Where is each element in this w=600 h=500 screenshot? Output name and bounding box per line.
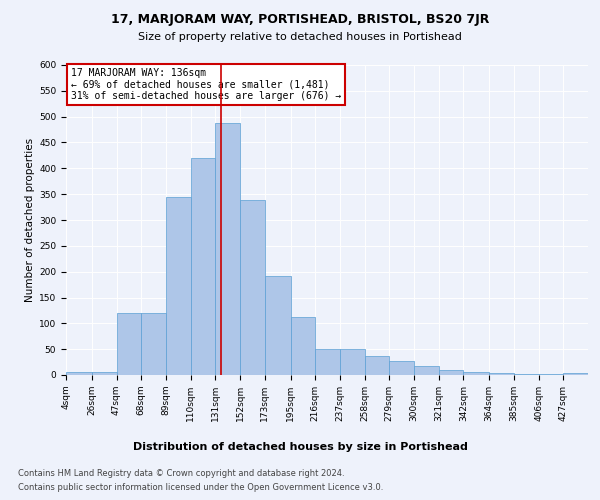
Bar [340,349,365,375]
Bar [116,313,141,375]
Bar [315,349,340,375]
Bar [539,374,563,375]
Bar [514,374,539,375]
Bar [191,158,215,375]
Bar [414,366,439,375]
Bar [563,374,588,375]
Bar [290,316,315,375]
Bar [463,372,489,375]
Text: Contains public sector information licensed under the Open Government Licence v3: Contains public sector information licen… [18,484,383,492]
Text: 17 MARJORAM WAY: 136sqm
← 69% of detached houses are smaller (1,481)
31% of semi: 17 MARJORAM WAY: 136sqm ← 69% of detache… [71,68,341,102]
Bar [489,374,514,375]
Bar [265,276,290,375]
Bar [215,124,240,375]
Bar [166,196,191,375]
Bar [365,356,389,375]
Text: Size of property relative to detached houses in Portishead: Size of property relative to detached ho… [138,32,462,42]
Text: Contains HM Land Registry data © Crown copyright and database right 2024.: Contains HM Land Registry data © Crown c… [18,468,344,477]
Bar [240,200,265,375]
Bar [439,370,463,375]
Bar [389,360,414,375]
Text: 17, MARJORAM WAY, PORTISHEAD, BRISTOL, BS20 7JR: 17, MARJORAM WAY, PORTISHEAD, BRISTOL, B… [111,12,489,26]
Bar [141,313,166,375]
Bar [66,372,92,375]
Bar [92,372,116,375]
Y-axis label: Number of detached properties: Number of detached properties [25,138,35,302]
Text: Distribution of detached houses by size in Portishead: Distribution of detached houses by size … [133,442,467,452]
